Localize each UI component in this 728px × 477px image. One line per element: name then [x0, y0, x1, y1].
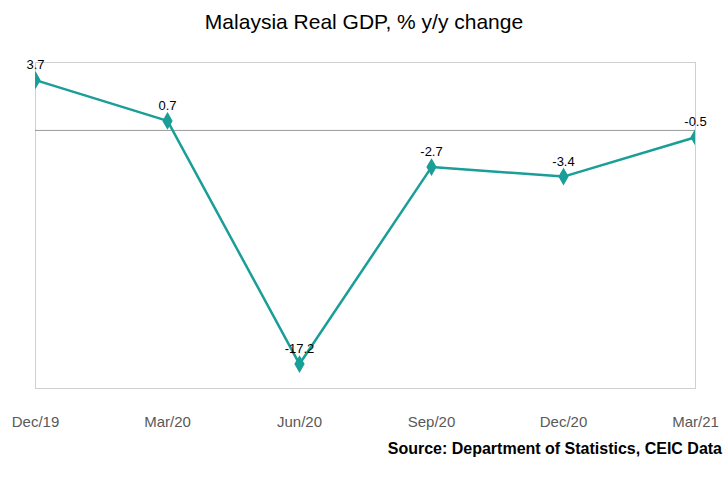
svg-text:Dec/20: Dec/20	[540, 413, 588, 430]
svg-text:-2.7: -2.7	[420, 144, 442, 159]
html-text:Source: Department of Statisti: Source: Department of Statistics, CEIC D…	[387, 440, 722, 457]
html-text:Malaysia Real GDP, % y/y chang: Malaysia Real GDP, % y/y change	[204, 10, 524, 33]
svg-text:3.7: 3.7	[26, 57, 44, 72]
svg-text:Dec/19: Dec/19	[12, 413, 60, 430]
svg-text:-0.5: -0.5	[684, 114, 706, 129]
svg-text:-3.4: -3.4	[552, 154, 574, 169]
svg-text:-17.2: -17.2	[285, 341, 315, 356]
svg-text:0.7: 0.7	[158, 98, 176, 113]
svg-text:Mar/21: Mar/21	[672, 413, 719, 430]
svg-text:Sep/20: Sep/20	[408, 413, 456, 430]
svg-text:Jun/20: Jun/20	[277, 413, 322, 430]
svg-text:Mar/20: Mar/20	[144, 413, 191, 430]
